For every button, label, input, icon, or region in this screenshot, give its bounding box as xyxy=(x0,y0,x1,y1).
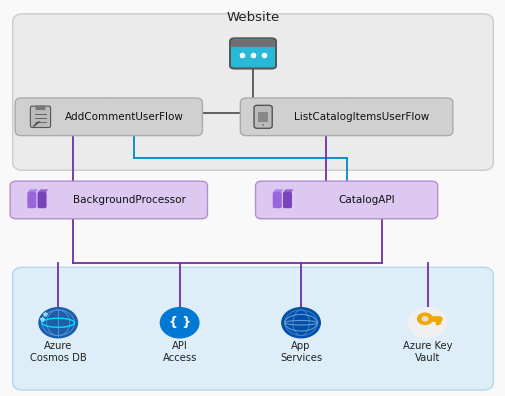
Circle shape xyxy=(39,308,77,338)
Text: Website: Website xyxy=(226,11,279,24)
Bar xyxy=(258,112,268,122)
Text: BackgroundProcessor: BackgroundProcessor xyxy=(72,195,185,205)
FancyBboxPatch shape xyxy=(240,98,452,135)
FancyBboxPatch shape xyxy=(13,267,492,390)
Circle shape xyxy=(408,308,446,338)
Text: AddCommentUserFlow: AddCommentUserFlow xyxy=(65,112,183,122)
Polygon shape xyxy=(273,189,283,192)
Bar xyxy=(231,40,274,47)
Circle shape xyxy=(421,316,428,322)
Text: App
Services: App Services xyxy=(279,341,322,363)
Text: Azure
Cosmos DB: Azure Cosmos DB xyxy=(30,341,86,363)
FancyBboxPatch shape xyxy=(229,38,276,69)
FancyBboxPatch shape xyxy=(37,192,46,208)
FancyBboxPatch shape xyxy=(30,106,50,128)
Circle shape xyxy=(160,308,198,338)
FancyBboxPatch shape xyxy=(27,192,36,208)
Text: { }: { } xyxy=(168,316,190,329)
FancyBboxPatch shape xyxy=(255,181,437,219)
Text: API
Access: API Access xyxy=(162,341,196,363)
Text: ListCatalogItemsUserFlow: ListCatalogItemsUserFlow xyxy=(293,112,429,122)
Polygon shape xyxy=(283,189,293,192)
Text: CatalogAPI: CatalogAPI xyxy=(338,195,394,205)
Circle shape xyxy=(416,312,432,325)
Text: Azure Key
Vault: Azure Key Vault xyxy=(402,341,451,363)
FancyBboxPatch shape xyxy=(10,181,207,219)
Circle shape xyxy=(281,308,320,338)
FancyBboxPatch shape xyxy=(35,105,45,110)
FancyBboxPatch shape xyxy=(282,192,291,208)
FancyBboxPatch shape xyxy=(15,98,202,135)
FancyBboxPatch shape xyxy=(13,14,492,170)
Polygon shape xyxy=(38,189,48,192)
FancyBboxPatch shape xyxy=(254,105,272,128)
FancyBboxPatch shape xyxy=(272,192,281,208)
Polygon shape xyxy=(28,189,38,192)
